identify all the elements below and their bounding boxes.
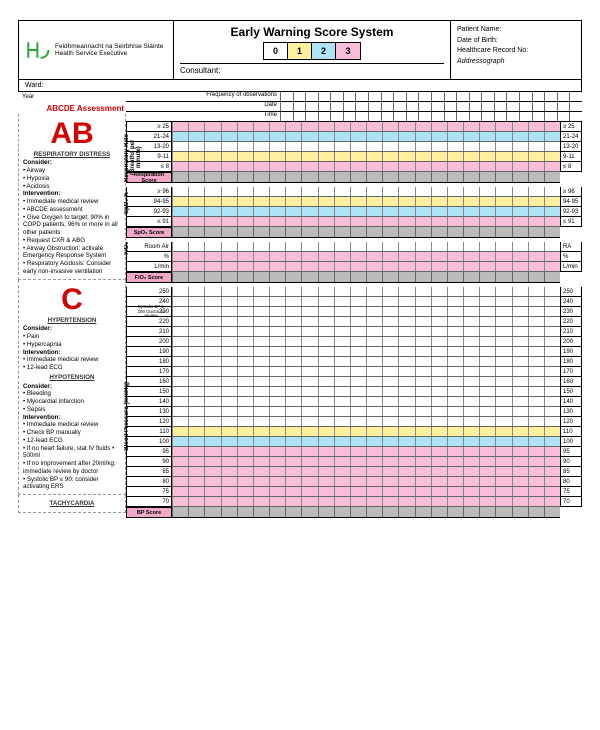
- grid-row[interactable]: [172, 467, 560, 477]
- grid-row[interactable]: [172, 252, 560, 262]
- patient-field: Patient Name:: [457, 25, 575, 36]
- ab-block: AB RESPIRATORY DISTRESS Consider: • Airw…: [18, 114, 126, 280]
- c-hypo-intervention: • Immediate medical review• Check BP man…: [23, 421, 121, 491]
- score-strip[interactable]: [172, 507, 560, 518]
- hse-logo-icon: [25, 37, 51, 63]
- grid-row[interactable]: [172, 132, 560, 142]
- grid-row[interactable]: [172, 327, 560, 337]
- grid-row[interactable]: [172, 197, 560, 207]
- grid-row[interactable]: [172, 397, 560, 407]
- grid-row[interactable]: [172, 262, 560, 272]
- year-label: Year: [18, 92, 126, 104]
- grid-row[interactable]: [172, 122, 560, 132]
- consultant-label: Consultant:: [180, 63, 444, 75]
- score-strip[interactable]: [172, 172, 560, 183]
- grid-row[interactable]: [172, 207, 560, 217]
- grid-row[interactable]: [172, 357, 560, 367]
- header: Feidhmeannacht na Seirbhíse Sláinte Heal…: [18, 20, 582, 80]
- score-strip[interactable]: [172, 227, 560, 238]
- grid-row[interactable]: [172, 142, 560, 152]
- ab-letter: AB: [23, 119, 121, 149]
- score-box-0: 0: [264, 43, 288, 59]
- patient-field: Addressograph: [457, 57, 575, 68]
- ews-form: Feidhmeannacht na Seirbhíse Sláinte Heal…: [0, 0, 600, 542]
- grid-row[interactable]: [172, 477, 560, 487]
- consider-label: Consider:: [23, 159, 121, 167]
- score-legend: 0123: [263, 42, 361, 60]
- c-ht-intervention: • Immediate medical review• 12-lead ECG: [23, 356, 121, 372]
- grid-row[interactable]: [172, 487, 560, 497]
- grid-row[interactable]: [172, 427, 560, 437]
- score-row-label: FiO₂ Score: [126, 272, 172, 283]
- c-hypo-consider: • Bleeding• Myocardial Infarction• Sepsi…: [23, 390, 121, 413]
- grid-row[interactable]: [172, 152, 560, 162]
- param-vlabel: FiO₂: [124, 242, 130, 255]
- grid-row[interactable]: [172, 242, 560, 252]
- top-grid-rows: Frequency of observationsDateTime: [126, 92, 582, 122]
- grid-row[interactable]: [172, 307, 560, 317]
- grid-row[interactable]: [172, 287, 560, 297]
- logo-line1: Feidhmeannacht na Seirbhíse Sláinte: [55, 43, 163, 50]
- grid-row[interactable]: [172, 217, 560, 227]
- c-ht-consider: • Pain• Hypercapnia: [23, 333, 121, 349]
- grid-row[interactable]: [172, 417, 560, 427]
- score-strip[interactable]: [172, 272, 560, 283]
- score-box-3: 3: [336, 43, 360, 59]
- grid-row[interactable]: [172, 297, 560, 307]
- score-box-2: 2: [312, 43, 336, 59]
- grid-row[interactable]: [172, 162, 560, 172]
- score-row-label: SpO₂ Score: [126, 227, 172, 238]
- grid-row[interactable]: [172, 407, 560, 417]
- body: Year ABCDE Assessment AB RESPIRATORY DIS…: [18, 92, 582, 522]
- param-vlabel: SpO₂ %: [124, 192, 130, 214]
- grid-row[interactable]: [172, 377, 560, 387]
- logo-cell: Feidhmeannacht na Seirbhíse Sláinte Heal…: [19, 21, 174, 79]
- assessment-column: Year ABCDE Assessment AB RESPIRATORY DIS…: [18, 92, 126, 522]
- grid-row[interactable]: [172, 337, 560, 347]
- patient-field: Healthcare Record No:: [457, 46, 575, 57]
- patient-field: Date of Birth:: [457, 36, 575, 47]
- grid-row[interactable]: [172, 367, 560, 377]
- logo-line2: Health Service Executive: [55, 50, 163, 57]
- grid-row[interactable]: [172, 347, 560, 357]
- param-vlabel: Blood Pressure (mmHg): [124, 382, 130, 451]
- grid-row[interactable]: [172, 497, 560, 507]
- chart-column: Frequency of observationsDateTime Respir…: [126, 92, 582, 522]
- hypotension-heading: HYPOTENSION: [23, 374, 121, 382]
- grid-row[interactable]: [172, 437, 560, 447]
- tachycardia-heading: TACHYCARDIA: [23, 500, 121, 508]
- ab-consider-list: • Airway• Hypoxia• Acidosis: [23, 167, 121, 190]
- sections-container: Respiratory Rate (Breaths per minute)≥ 2…: [126, 122, 582, 522]
- c-block: C HYPERTENSION Consider: • Pain• Hyperca…: [18, 280, 126, 496]
- patient-cell: Patient Name:Date of Birth:Healthcare Re…: [451, 21, 581, 79]
- ab-intervention-list: • Immediate medical review• ABCDE assess…: [23, 198, 121, 276]
- ab-heading: RESPIRATORY DISTRESS: [23, 151, 121, 159]
- tachy-block: TACHYCARDIA: [18, 495, 126, 513]
- c-letter: C: [23, 285, 121, 315]
- ward-row: Ward:: [18, 80, 582, 92]
- param-vlabel: Respiratory Rate (Breaths per minute): [124, 132, 142, 183]
- abcde-heading: ABCDE Assessment: [18, 104, 126, 114]
- grid-row[interactable]: [172, 447, 560, 457]
- title-cell: Early Warning Score System 0123 Consulta…: [174, 21, 451, 79]
- score-box-1: 1: [288, 43, 312, 59]
- form-title: Early Warning Score System: [180, 25, 444, 39]
- score-row-label: BP Score: [126, 507, 172, 518]
- grid-row[interactable]: [172, 457, 560, 467]
- grid-row[interactable]: [172, 187, 560, 197]
- grid-row[interactable]: [172, 317, 560, 327]
- intervention-label: Intervention:: [23, 190, 121, 198]
- hypertension-heading: HYPERTENSION: [23, 317, 121, 325]
- grid-row[interactable]: [172, 387, 560, 397]
